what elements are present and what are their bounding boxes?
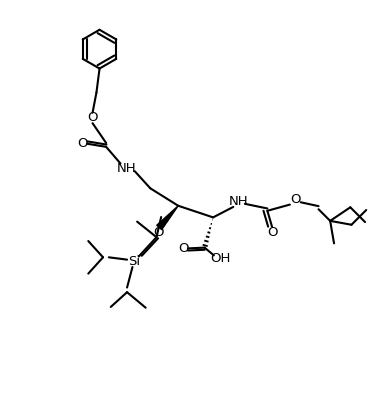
Text: Si: Si — [128, 255, 140, 268]
Text: O: O — [153, 227, 163, 239]
Text: O: O — [267, 226, 277, 239]
Text: OH: OH — [211, 252, 231, 265]
Text: NH: NH — [116, 162, 136, 175]
Text: O: O — [178, 242, 189, 255]
Text: O: O — [77, 137, 88, 150]
Text: NH: NH — [228, 195, 248, 208]
Polygon shape — [157, 206, 178, 229]
Text: O: O — [290, 193, 301, 206]
Text: O: O — [87, 111, 98, 124]
